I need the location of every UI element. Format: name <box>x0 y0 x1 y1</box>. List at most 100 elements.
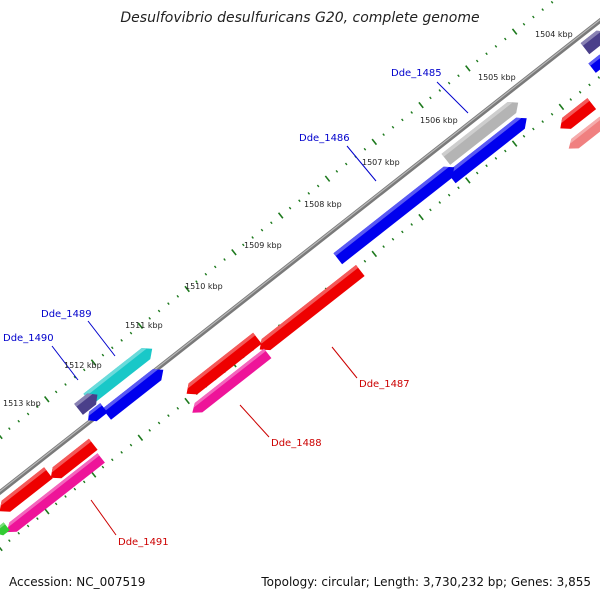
tick-mark <box>101 465 105 469</box>
tick-mark <box>167 414 170 418</box>
gene-arrow-dde-1484 <box>580 30 600 55</box>
tick-mark <box>475 59 479 63</box>
tick-mark <box>316 184 320 188</box>
tick-mark <box>418 213 424 221</box>
gene-arrow-dde-1491-highlight <box>8 453 100 528</box>
tick-mark <box>324 175 331 182</box>
tick-mark <box>90 471 97 478</box>
tick-mark <box>0 434 3 440</box>
tick-mark <box>522 22 526 26</box>
gene-arrow-dde-1487 <box>259 265 365 351</box>
tick-mark <box>0 546 3 552</box>
gene-arrow-dde-1486 <box>333 166 455 265</box>
tick-mark <box>17 419 21 423</box>
tick-mark <box>457 74 460 78</box>
leader-line <box>239 404 270 438</box>
map-title: Desulfovibrio desulfuricans G20, complet… <box>120 10 480 26</box>
tick-mark <box>90 359 97 366</box>
tick-mark <box>26 412 30 416</box>
tick-mark <box>129 443 133 447</box>
tick-mark <box>401 118 404 122</box>
leader-line <box>346 145 377 182</box>
tick-mark <box>532 15 535 19</box>
tick-mark <box>288 206 292 210</box>
tick-mark <box>588 83 591 87</box>
tick-mark <box>558 103 565 111</box>
tick-mark <box>391 125 395 129</box>
tick-mark <box>64 495 67 498</box>
tick-mark <box>541 120 544 123</box>
leader-line <box>331 346 358 379</box>
tick-mark <box>167 302 170 306</box>
tick-mark <box>363 147 367 151</box>
tick-mark <box>73 487 77 491</box>
tick-mark <box>429 96 432 100</box>
tick-mark <box>184 285 190 293</box>
tick-mark <box>371 138 378 146</box>
gene-arrow-dde-1489b <box>102 369 164 420</box>
tick-mark <box>73 375 77 379</box>
backbone-highlight <box>0 18 600 493</box>
gene-label: Dde_1489 <box>41 309 92 320</box>
tick-mark <box>569 98 573 101</box>
gene-arrow-dde-1491a-highlight <box>51 438 92 473</box>
gene-arrow-dde-1484p-highlight <box>570 116 600 144</box>
tick-mark <box>465 65 471 72</box>
leader-line <box>436 81 469 114</box>
tick-mark <box>447 81 451 85</box>
tick-mark <box>137 322 144 329</box>
tick-mark <box>307 192 311 195</box>
tick-mark <box>8 427 11 431</box>
tick-mark <box>429 208 432 212</box>
kbp-label: 1512 kbp <box>64 361 102 370</box>
tick-mark <box>120 339 123 342</box>
tick-mark <box>204 272 208 276</box>
gene-arrow-dde-1484r <box>560 98 597 129</box>
tick-mark <box>457 186 460 190</box>
tick-mark <box>223 258 226 261</box>
tick-mark <box>578 90 582 94</box>
gene-labels: Dde_1485 Dde_1486 Dde_1487 Dde_1488 Dde_1489… <box>3 68 442 548</box>
tick-mark <box>120 451 123 454</box>
tick-mark <box>494 156 498 160</box>
tick-mark <box>382 245 385 248</box>
tick-mark <box>260 228 264 232</box>
gene-label: Dde_1486 <box>299 133 350 144</box>
tick-mark <box>532 127 535 131</box>
kbp-label: 1508 kbp <box>304 200 342 209</box>
kbp-scale-labels: 1504 kbp 1505 kbp 1506 kbp 1507 kbp 1508 kbp… <box>3 30 573 408</box>
outer-tick-ring <box>0 0 554 440</box>
tick-mark <box>176 406 180 410</box>
tick-mark <box>503 149 507 153</box>
gene-arrow-dde-1485b <box>446 117 527 184</box>
tick-mark <box>54 502 58 506</box>
tick-mark <box>485 52 488 56</box>
tick-mark <box>371 250 378 258</box>
tick-mark <box>195 280 198 283</box>
gene-label: Dde_1487 <box>359 379 410 390</box>
tick-mark <box>438 89 442 92</box>
tick-mark <box>157 309 161 313</box>
gene-arrow-dde-1490 <box>74 393 98 415</box>
genome-backbone <box>0 17 600 496</box>
gene-arrow-dde-1486-highlight <box>333 166 449 256</box>
kbp-label: 1506 kbp <box>420 116 458 125</box>
tick-mark <box>550 0 554 4</box>
tick-mark <box>17 531 21 535</box>
tick-mark <box>101 353 105 357</box>
gene-label: Dde_1491 <box>118 537 169 548</box>
accession-text: Accession: NC_007519 <box>9 575 146 589</box>
label-leader-lines <box>51 81 469 536</box>
tick-mark <box>64 383 67 386</box>
kbp-label: 1511 kbp <box>125 321 163 330</box>
gene-arrow-dde-1484-highlight <box>580 30 600 46</box>
tick-mark <box>82 368 86 372</box>
tick-mark <box>110 458 114 462</box>
kbp-label: 1513 kbp <box>3 399 41 408</box>
tick-mark <box>43 395 50 403</box>
tick-mark <box>213 265 217 269</box>
tick-mark <box>270 221 273 225</box>
tick-mark <box>418 101 424 109</box>
tick-mark <box>475 171 479 175</box>
